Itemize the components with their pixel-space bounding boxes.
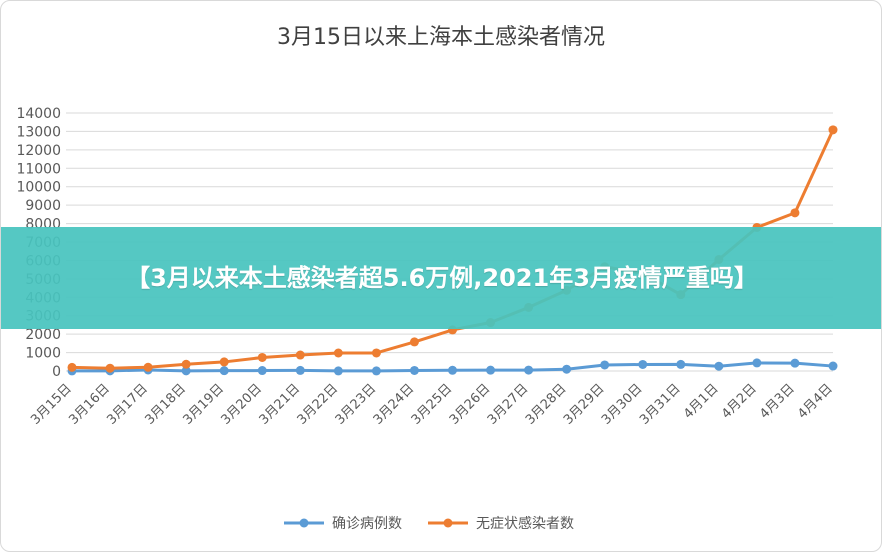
y-tick-label: 13000 — [16, 124, 61, 140]
y-tick-label: 1000 — [25, 346, 61, 362]
x-tick-label: 3月25日 — [409, 381, 456, 428]
x-tick-label: 3月20日 — [219, 381, 266, 428]
y-tick-label: 12000 — [16, 143, 61, 159]
x-tick-label: 3月26日 — [447, 381, 494, 428]
data-point — [371, 366, 381, 376]
data-point — [295, 365, 305, 375]
data-point — [257, 352, 267, 362]
data-point — [714, 361, 724, 371]
data-point — [448, 365, 457, 375]
x-tick-label: 3月30日 — [599, 381, 646, 428]
data-point — [828, 125, 838, 135]
x-tick-label: 3月16日 — [66, 381, 113, 428]
data-point — [333, 366, 343, 376]
data-point — [676, 359, 686, 369]
data-point — [67, 362, 77, 372]
x-tick-label: 3月27日 — [485, 381, 532, 428]
y-tick-label: 14000 — [16, 106, 61, 122]
y-tick-label: 11000 — [16, 161, 61, 177]
x-tick-label: 3月19日 — [180, 381, 227, 428]
data-point — [409, 337, 419, 347]
legend-marker — [299, 518, 309, 528]
x-tick-label: 3月22日 — [295, 381, 342, 428]
data-point — [409, 365, 419, 375]
x-tick-label: 4月1日 — [681, 381, 722, 422]
y-tick-label: 9000 — [25, 198, 61, 214]
data-point — [486, 365, 496, 375]
data-point — [638, 359, 648, 369]
data-point — [371, 348, 381, 358]
data-point — [181, 359, 191, 369]
data-point — [752, 358, 762, 368]
data-point — [600, 360, 610, 370]
data-point — [333, 348, 343, 358]
x-tick-label: 3月28日 — [523, 381, 570, 428]
y-tick-label: 2000 — [25, 327, 61, 343]
x-tick-label: 4月3日 — [757, 381, 798, 422]
data-point — [295, 350, 305, 360]
legend-label: 无症状感染者数 — [476, 515, 574, 532]
data-point — [219, 357, 229, 367]
data-point — [562, 364, 572, 374]
x-tick-label: 3月15日 — [28, 381, 75, 428]
x-tick-label: 3月17日 — [104, 381, 151, 428]
data-point — [219, 366, 229, 376]
chart-title: 3月15日以来上海本土感染者情况 — [277, 25, 605, 50]
y-tick-label: 10000 — [16, 180, 61, 196]
x-tick-label: 3月31日 — [637, 381, 684, 428]
x-tick-label: 3月18日 — [142, 381, 189, 428]
data-point — [790, 358, 800, 368]
legend-label: 确诊病例数 — [332, 516, 402, 532]
data-point — [524, 365, 534, 375]
x-tick-label: 3月21日 — [257, 381, 304, 428]
headline-banner: 【3月以来本土感染者超5.6万例,2021年3月疫情严重吗】 — [1, 227, 881, 329]
x-tick-label: 4月4日 — [795, 381, 836, 422]
data-point — [105, 363, 115, 373]
x-tick-label: 3月29日 — [561, 381, 608, 428]
data-point — [257, 366, 267, 376]
data-point — [181, 366, 191, 376]
data-point — [143, 362, 153, 372]
x-tick-label: 3月23日 — [333, 381, 380, 428]
x-tick-label: 3月24日 — [371, 381, 418, 428]
data-point — [828, 361, 838, 371]
data-point — [790, 208, 800, 218]
headline-text: 【3月以来本土感染者超5.6万例,2021年3月疫情严重吗】 — [126, 263, 758, 292]
x-tick-label: 4月2日 — [719, 381, 760, 422]
legend-marker — [443, 518, 453, 528]
y-tick-label: 0 — [52, 364, 61, 380]
